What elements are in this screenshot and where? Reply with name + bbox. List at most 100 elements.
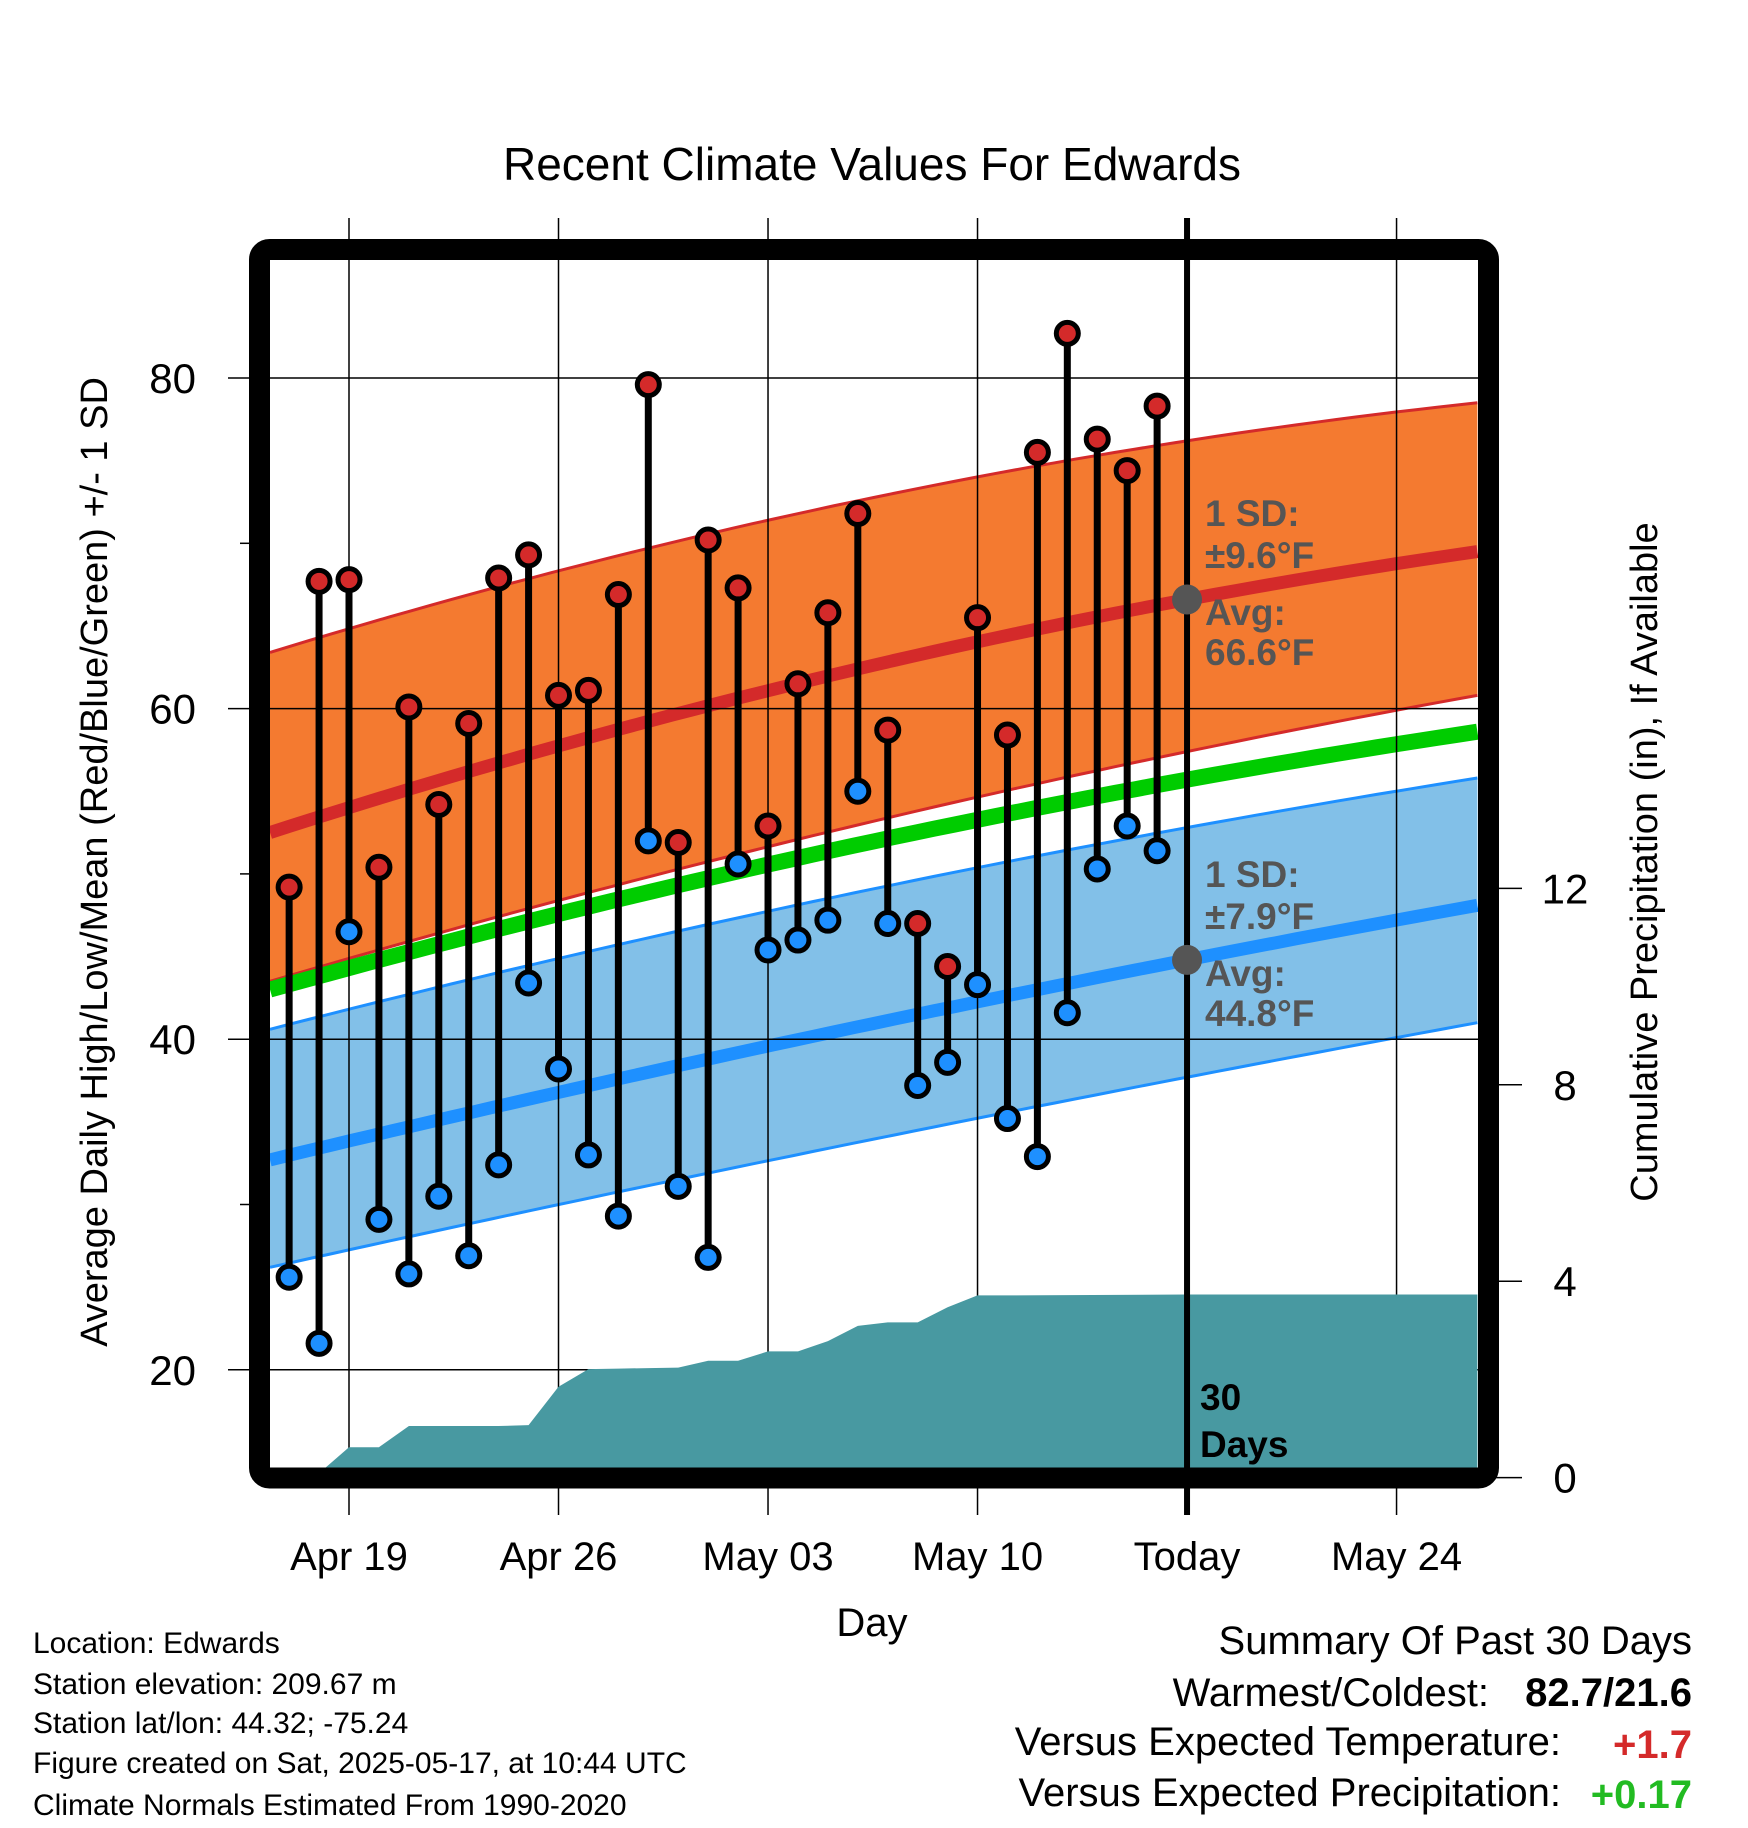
y-axis-label: Average Daily High/Low/Mean (Red/Blue/Gr…	[74, 377, 116, 1347]
high-point	[844, 500, 872, 528]
low-point	[395, 1260, 423, 1288]
high-point	[904, 909, 932, 937]
summary-temp-value: +1.7	[1613, 1723, 1692, 1767]
low-point	[1083, 855, 1111, 883]
low-point	[664, 1172, 692, 1200]
high-avg-value: 66.6°F	[1205, 632, 1314, 673]
high-point	[1053, 319, 1081, 347]
high-point	[934, 952, 962, 980]
x-tick-label: Today	[1134, 1535, 1241, 1579]
high-point	[485, 564, 513, 592]
high-point	[515, 541, 543, 569]
y-tick-label: 60	[149, 686, 196, 733]
footer-latlon: Station lat/lon: 44.32; -75.24	[33, 1707, 408, 1740]
footer-location: Location: Edwards	[33, 1627, 280, 1660]
high-point	[335, 566, 363, 594]
high-point	[964, 604, 992, 632]
summary-warmest-value: 82.7/21.6	[1525, 1671, 1692, 1715]
y2-tick-label: 12	[1542, 865, 1589, 912]
low-sd-value: ±7.9°F	[1205, 896, 1314, 937]
high-point	[425, 790, 453, 818]
low-point	[365, 1205, 393, 1233]
high-point	[874, 716, 902, 744]
summary-precip-label: Versus Expected Precipitation:	[1018, 1771, 1561, 1815]
x-tick-label: Apr 19	[290, 1535, 408, 1579]
high-point	[993, 721, 1021, 749]
low-point	[485, 1151, 513, 1179]
y2-tick-label: 0	[1553, 1455, 1576, 1502]
low-point	[545, 1055, 573, 1083]
summary-title: Summary Of Past 30 Days	[1219, 1619, 1692, 1663]
high-sd-band	[270, 402, 1478, 982]
today-high-avg-marker	[1172, 584, 1203, 615]
x-tick-label: May 24	[1331, 1535, 1462, 1579]
low-point	[754, 936, 782, 964]
y-tick-label: 40	[149, 1016, 196, 1063]
high-point	[1023, 438, 1051, 466]
summary-warmest-label: Warmest/Coldest:	[1173, 1671, 1489, 1715]
summary-precip-value: +0.17	[1591, 1773, 1692, 1817]
window-label-number: 30	[1200, 1377, 1241, 1418]
low-point	[964, 971, 992, 999]
low-point	[1143, 837, 1171, 865]
low-point	[934, 1048, 962, 1076]
low-point	[784, 926, 812, 954]
summary-panel: Summary Of Past 30 Days Warmest/Coldest:…	[1015, 1619, 1692, 1817]
y2-tick-label: 4	[1553, 1258, 1576, 1305]
high-point	[784, 670, 812, 698]
high-point	[814, 599, 842, 627]
high-avg-label: Avg:	[1205, 592, 1286, 633]
low-point	[335, 918, 363, 946]
high-sd-value: ±9.6°F	[1205, 535, 1314, 576]
plot-area: Apr 19 Apr 26 May 03 May 10 Today May 2420406…	[149, 218, 1588, 1579]
y-tick-label: 80	[149, 355, 196, 402]
low-point	[455, 1242, 483, 1270]
low-point	[844, 777, 872, 805]
high-point	[365, 853, 393, 881]
high-sd-label: 1 SD:	[1205, 493, 1300, 534]
high-point	[275, 873, 303, 901]
footer-normals: Climate Normals Estimated From 1990-2020	[33, 1789, 627, 1822]
high-band-upper-edge	[269, 401, 1478, 654]
y2-axis-label: Cumulative Precipitation (in), If Availa…	[1624, 522, 1666, 1201]
footer-elevation: Station elevation: 209.67 m	[33, 1668, 397, 1701]
high-point	[1143, 392, 1171, 420]
today-low-avg-marker	[1172, 944, 1203, 975]
y-tick-label: 20	[149, 1347, 196, 1394]
low-point	[814, 906, 842, 934]
low-avg-label: Avg:	[1205, 953, 1286, 994]
low-point	[305, 1329, 333, 1357]
low-point	[993, 1105, 1021, 1133]
annotations: 1 SD: ±9.6°F Avg: 66.6°F 1 SD: ±7.9°F Av…	[1200, 493, 1314, 1465]
high-point	[1113, 457, 1141, 485]
high-point	[574, 676, 602, 704]
low-point	[515, 969, 543, 997]
high-point	[664, 828, 692, 856]
high-point	[395, 693, 423, 721]
x-axis-label: Day	[836, 1601, 907, 1645]
low-point	[874, 909, 902, 937]
high-point	[545, 681, 573, 709]
low-point	[574, 1141, 602, 1169]
plot-frame	[249, 239, 1499, 1489]
low-point	[694, 1243, 722, 1271]
high-point	[754, 812, 782, 840]
high-point	[455, 709, 483, 737]
high-point	[604, 581, 632, 609]
low-point	[634, 827, 662, 855]
low-point	[425, 1182, 453, 1210]
summary-temp-label: Versus Expected Temperature:	[1015, 1720, 1561, 1764]
low-point	[1023, 1143, 1051, 1171]
y2-tick-label: 8	[1553, 1062, 1576, 1109]
high-point	[1083, 425, 1111, 453]
chart-title: Recent Climate Values For Edwards	[503, 138, 1241, 190]
high-point	[305, 567, 333, 595]
high-point	[694, 526, 722, 554]
x-tick-label: May 10	[912, 1535, 1043, 1579]
low-point	[724, 850, 752, 878]
low-point	[275, 1263, 303, 1291]
low-avg-value: 44.8°F	[1205, 993, 1314, 1034]
low-point	[904, 1071, 932, 1099]
footer-info: Location: Edwards Station elevation: 209…	[33, 1627, 687, 1822]
